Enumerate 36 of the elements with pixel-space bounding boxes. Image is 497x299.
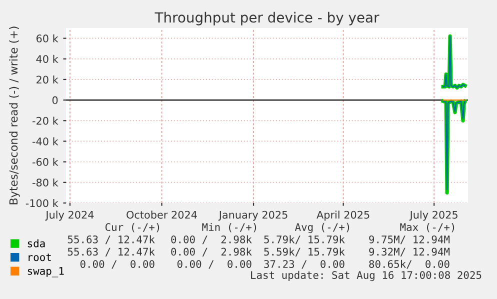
y-tick-label: 60 k [36, 34, 58, 42]
x-tick-label: July 2024 [45, 210, 94, 221]
x-tick-label: October 2024 [126, 210, 197, 219]
legend-label: sda [28, 239, 45, 248]
text: 37.23 / 0.00 [264, 260, 344, 269]
text: 55.63 / 12.47k [68, 248, 155, 256]
x-tick-label: July 2025 [409, 210, 458, 221]
y-tick-label: -40 k [32, 137, 58, 146]
text: Last update: Sat Aug 16 17:00:08 2025 [251, 270, 482, 282]
y-tick-label: 0 [52, 96, 58, 104]
text: 5.59k/ 15.79k [264, 248, 345, 256]
text: 80.65k/ 0.00 [369, 260, 450, 269]
y-axis-title: Bytes/second read (-) / write (+) [9, 26, 20, 204]
text: 9.75M/ 12.94M [369, 235, 450, 244]
text: 0.00 / 2.98k [171, 248, 252, 256]
x-tick-label: April 2025 [316, 210, 370, 221]
y-tick-label: -80 k [32, 178, 58, 187]
y-tick-label: -20 k [32, 116, 58, 125]
text: Cur (-/+) [105, 223, 160, 232]
text: 0.00 / 0.00 [177, 260, 252, 269]
chart-title: Throughput per device - by year [154, 12, 380, 26]
y-tick-label: 20 k [36, 76, 58, 84]
text: 0.00 / 0.00 [80, 260, 154, 269]
legend-label: root [28, 254, 51, 262]
text: Max (-/+) [400, 223, 454, 232]
text: Avg (-/+) [294, 222, 350, 234]
y-tick-label: -100 k [26, 199, 58, 208]
y-tick-label: -60 k [32, 158, 58, 166]
text: Min (-/+) [202, 222, 256, 232]
text: 9.32M/ 12.94M [369, 248, 450, 256]
legend-label: swap_1 [28, 267, 64, 278]
y-tick-label: 40 k [36, 54, 58, 63]
text: 0.00 / 2.98k [171, 235, 252, 244]
x-tick-label: January 2025 [218, 210, 288, 221]
text: 5.79k/ 15.79k [264, 235, 345, 244]
text: 55.63 / 12.47k [68, 235, 155, 244]
